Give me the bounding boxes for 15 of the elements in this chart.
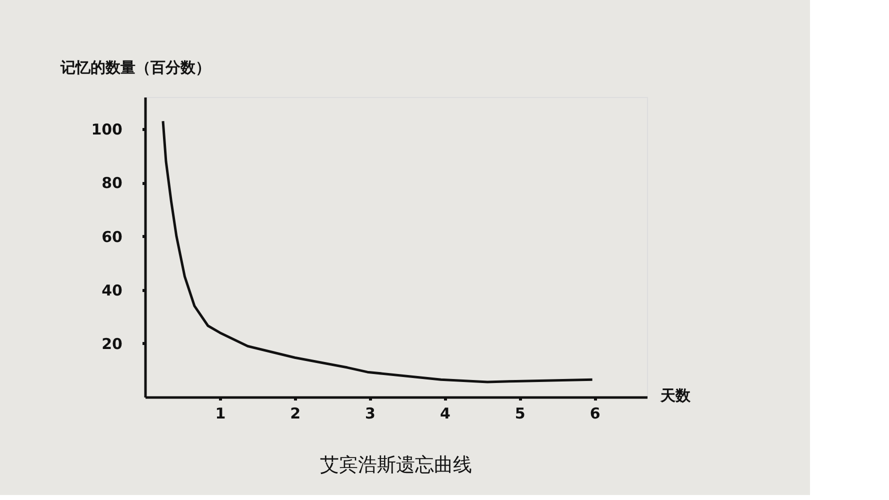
line-series [162,120,594,384]
x-axis-title: 天数 [660,386,692,404]
x-tick-label: 3 [365,404,376,422]
x-tick-label: 4 [440,404,450,422]
y-tick-label: 40 [102,281,122,300]
x-tick-label: 1 [215,404,226,422]
y-tick-label: 80 [102,174,122,192]
y-axis-title: 记忆的数量（百分数） [60,58,210,76]
y-tick-label: 20 [102,334,122,353]
x-tick-label: 2 [290,404,301,422]
text: 艾宾浩斯遗忘曲线 [320,454,472,476]
x-tick-label: 5 [514,404,526,422]
y-tick-label: 60 [102,228,122,246]
x-tick-label: 6 [590,404,600,422]
y-tick-label: 100 [91,120,122,139]
